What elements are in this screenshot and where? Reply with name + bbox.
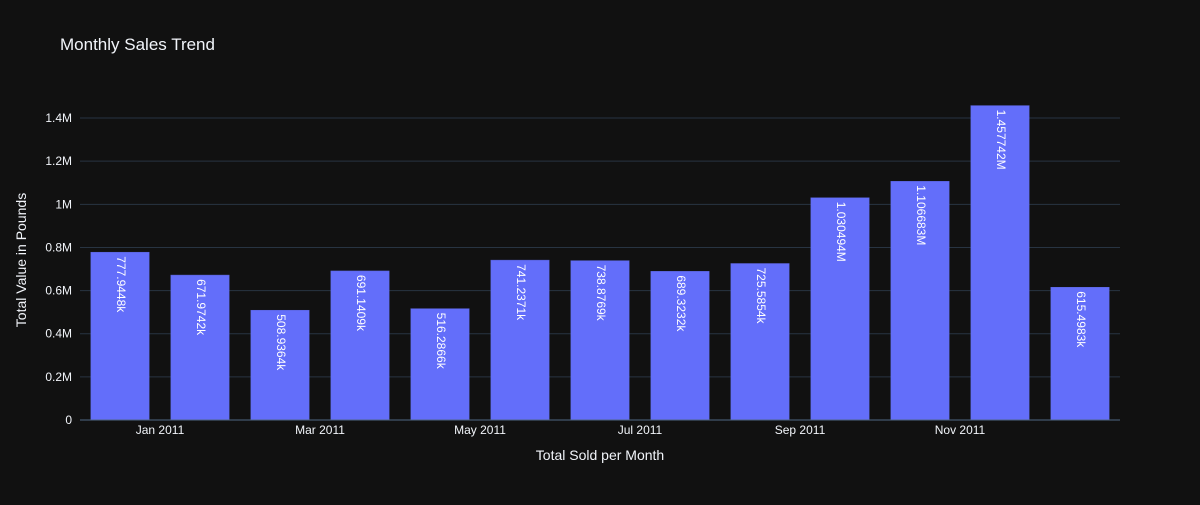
bar-data-label: 671.9742k [194,279,208,336]
bar-data-label: 516.2866k [434,313,448,370]
bar-data-labels: 777.9448k 671.9742k 508.9364k 691.1409k 516.… [114,110,1088,372]
y-tick-label: 1.4M [45,111,72,125]
bar[interactable] [490,259,550,421]
y-tick-label: 0.8M [45,240,72,254]
bar[interactable] [650,271,710,421]
bar-data-label: 1.106683M [914,185,928,245]
y-tick-label: 1.2M [45,154,72,168]
bar[interactable] [1050,286,1110,421]
y-axis-ticks: 0 0.2M 0.4M 0.6M 0.8M 1M 1.2M 1.4M [45,111,72,427]
y-tick-label: 1M [55,197,72,211]
bar-data-label: 741.2371k [514,264,528,321]
bar[interactable] [570,260,630,421]
x-axis-title: Total Sold per Month [536,447,664,463]
bar-data-label: 689.3232k [674,275,688,332]
chart-title: Monthly Sales Trend [60,35,215,54]
x-tick-label: Nov 2011 [935,423,986,437]
bar[interactable] [330,270,390,421]
x-tick-label: Sep 2011 [775,423,826,437]
bar[interactable] [410,308,470,421]
bar-data-label: 508.9364k [274,314,288,371]
bar[interactable] [250,309,310,421]
bar[interactable] [890,181,950,421]
bar-data-label: 725.5854k [754,268,768,325]
x-tick-label: May 2011 [454,423,506,437]
x-tick-label: Jul 2011 [618,423,663,437]
y-tick-label: 0 [65,413,72,427]
y-tick-label: 0.2M [45,370,72,384]
bar-data-label: 615.4983k [1074,291,1088,348]
bars [90,105,1110,421]
y-tick-label: 0.6M [45,284,72,298]
bar-data-label: 691.1409k [354,275,368,332]
bar-data-label: 738.8769k [594,265,608,322]
bar[interactable] [970,105,1030,421]
y-tick-label: 0.4M [45,327,72,341]
x-tick-label: Mar 2011 [295,423,345,437]
x-tick-label: Jan 2011 [136,423,185,437]
bar[interactable] [810,197,870,421]
bar-data-label: 1.030494M [834,202,848,262]
bar[interactable] [170,274,230,421]
bar-data-label: 777.9448k [114,256,128,313]
bar[interactable] [730,263,790,421]
y-axis-title: Total Value in Pounds [13,193,29,327]
x-axis-ticks: Jan 2011 Mar 2011 May 2011 Jul 2011 Sep 2011… [136,423,986,437]
bar-data-label: 1.457742M [994,110,1008,170]
